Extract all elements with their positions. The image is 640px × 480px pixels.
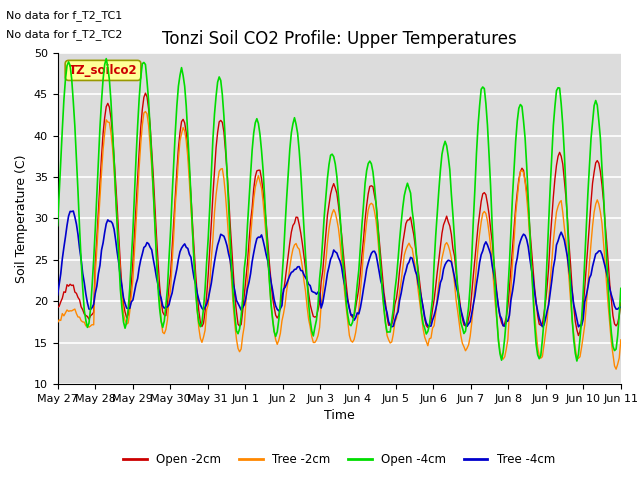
Open -4cm (124, 306, 132, 312)
Open -2cm (54, 305, 61, 311)
Text: No data for f_T2_TC1: No data for f_T2_TC1 (6, 10, 123, 21)
X-axis label: Time: Time (324, 409, 355, 422)
Title: Tonzi Soil CO2 Profile: Upper Temperatures: Tonzi Soil CO2 Profile: Upper Temperatur… (162, 30, 516, 48)
Open -2cm (589, 180, 596, 186)
Y-axis label: Soil Temperature (C): Soil Temperature (C) (15, 154, 28, 283)
Open -4cm (301, 252, 309, 258)
Line: Open -2cm: Open -2cm (58, 93, 621, 336)
Tree -2cm (123, 321, 131, 327)
Tree -2cm (223, 212, 231, 218)
Text: No data for f_T2_TC2: No data for f_T2_TC2 (6, 29, 123, 40)
Tree -2cm (252, 184, 259, 190)
Tree -4cm (54, 292, 61, 298)
Line: Open -4cm: Open -4cm (58, 59, 621, 361)
Tree -2cm (612, 366, 620, 372)
Tree -4cm (242, 295, 250, 301)
Open -4cm (242, 252, 250, 258)
Open -2cm (252, 174, 259, 180)
Tree -2cm (587, 241, 595, 247)
Open -2cm (617, 300, 625, 305)
Tree -2cm (54, 320, 61, 325)
Open -2cm (223, 168, 231, 174)
Tree -2cm (242, 300, 250, 305)
Tree -4cm (575, 324, 582, 330)
Tree -4cm (589, 264, 596, 269)
Tree -2cm (141, 108, 149, 114)
Tree -4cm (223, 243, 231, 249)
Open -4cm (54, 223, 61, 228)
Open -4cm (252, 120, 259, 126)
Open -2cm (242, 277, 250, 283)
Open -2cm (141, 90, 149, 96)
Open -2cm (301, 265, 309, 271)
Open -4cm (223, 169, 231, 175)
Tree -4cm (124, 306, 132, 312)
Tree -2cm (301, 288, 309, 294)
Tree -4cm (70, 208, 77, 214)
Open -4cm (573, 358, 580, 364)
Text: TZ_soilco2: TZ_soilco2 (68, 64, 138, 77)
Tree -2cm (617, 337, 625, 343)
Open -4cm (102, 56, 110, 61)
Tree -4cm (617, 304, 625, 310)
Open -4cm (589, 119, 596, 125)
Line: Tree -4cm: Tree -4cm (58, 211, 621, 327)
Tree -4cm (252, 242, 259, 248)
Tree -4cm (301, 275, 309, 280)
Open -2cm (575, 333, 582, 338)
Open -2cm (123, 315, 131, 321)
Legend: Open -2cm, Tree -2cm, Open -4cm, Tree -4cm: Open -2cm, Tree -2cm, Open -4cm, Tree -4… (118, 448, 560, 471)
Open -4cm (617, 286, 625, 291)
Line: Tree -2cm: Tree -2cm (58, 111, 621, 369)
